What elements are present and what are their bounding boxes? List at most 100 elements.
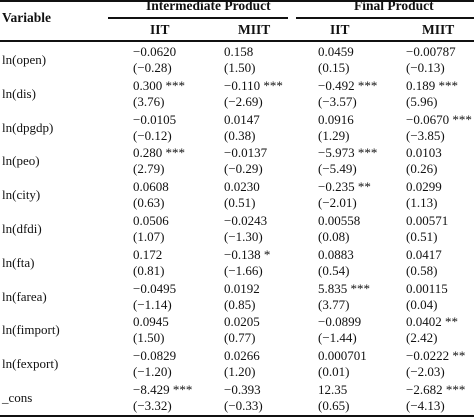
t-stat-cell: (1.50) [133, 330, 165, 346]
t-stat-cell: (−3.57) [318, 93, 357, 109]
t-stat-cell: (1.13) [406, 195, 438, 211]
t-stat-cell: (−3.85) [406, 127, 445, 143]
variable-name: ln(fexport) [2, 356, 59, 372]
variable-name: ln(city) [2, 187, 41, 203]
t-stat-cell: (1.20) [224, 364, 256, 380]
t-stat-cell: (−0.13) [406, 60, 445, 75]
top-rule [0, 0, 474, 2]
variable-name: ln(fta) [2, 254, 35, 270]
group-underline-intermediate [108, 17, 288, 19]
coefficient-cell: 0.0883 [318, 246, 354, 262]
t-stat-cell: (−1.44) [318, 330, 357, 346]
coefficient-cell: 0.0299 [406, 179, 442, 195]
coefficient-cell: 0.280 *** [133, 145, 185, 161]
coefficient-cell: 0.172 [133, 246, 163, 262]
coefficient-cell: −0.0243 [224, 213, 268, 228]
t-stat-cell: (1.50) [224, 60, 256, 75]
t-stat-cell: (1.07) [133, 229, 165, 244]
t-stat-cell: (0.58) [406, 262, 438, 278]
coefficient-cell: −0.0105 [133, 111, 177, 127]
t-stat-cell: (−1.30) [224, 229, 263, 244]
coefficient-cell: 0.189 *** [406, 77, 458, 93]
t-stat-cell: (0.15) [318, 60, 350, 75]
variable-name: ln(fimport) [2, 322, 60, 338]
t-stat-cell: (−2.01) [318, 195, 357, 211]
t-stat-cell: (−0.28) [133, 60, 172, 75]
t-stat-cell: (1.29) [318, 127, 350, 143]
coefficient-cell: −2.682 *** [406, 382, 466, 397]
coefficient-cell: −0.0137 [224, 145, 268, 161]
coefficient-cell: 0.000701 [318, 348, 367, 364]
coefficient-cell: −0.0899 [318, 314, 362, 330]
col-header-miit-1: MIIT [238, 22, 271, 37]
t-stat-cell: (−0.29) [224, 161, 263, 177]
coefficient-cell: −0.0670 *** [406, 111, 472, 127]
t-stat-cell: (−1.66) [224, 262, 263, 278]
coefficient-cell: 0.0402 ** [406, 314, 458, 330]
coefficient-cell: −0.235 ** [318, 179, 371, 195]
coefficient-cell: 0.00571 [406, 213, 449, 228]
coefficient-cell: 12.35 [318, 382, 348, 397]
group-underline-final [296, 17, 474, 19]
t-stat-cell: (0.77) [224, 330, 256, 346]
bottom-rule [0, 415, 474, 417]
col-header-miit-2: MIIT [422, 22, 455, 37]
t-stat-cell: (0.04) [406, 296, 438, 312]
group-header-intermediate: Intermediate Product [146, 0, 271, 13]
t-stat-cell: (−5.49) [318, 161, 357, 177]
col-header-iit-1: IIT [150, 22, 170, 37]
t-stat-cell: (0.51) [406, 229, 438, 244]
variable-name: ln(dis) [2, 85, 36, 101]
coefficient-cell: 0.0945 [133, 314, 169, 330]
coefficient-cell: 0.0192 [224, 280, 260, 296]
t-stat-cell: (0.63) [133, 195, 165, 211]
t-stat-cell: (−0.33) [224, 398, 263, 413]
coefficient-cell: −8.429 *** [133, 382, 193, 397]
t-stat-cell: (−4.13) [406, 398, 445, 413]
coefficient-cell: −0.0620 [133, 44, 177, 59]
coefficient-cell: 0.0916 [318, 111, 354, 127]
variable-name: ln(dpgdp) [2, 119, 54, 135]
t-stat-cell: (3.77) [318, 296, 350, 312]
coefficient-cell: 0.300 *** [133, 77, 185, 93]
coefficient-cell: −0.0495 [133, 280, 177, 296]
coefficient-cell: −0.393 [224, 382, 261, 397]
coefficient-cell: 0.0266 [224, 348, 260, 364]
t-stat-cell: (0.54) [318, 262, 350, 278]
coefficient-cell: −0.492 *** [318, 77, 378, 93]
coefficient-cell: 0.00558 [318, 213, 361, 228]
t-stat-cell: (−0.12) [133, 127, 172, 143]
group-header-final: Final Product [354, 0, 434, 13]
coefficient-cell: −0.110 *** [224, 77, 283, 93]
t-stat-cell: (−3.32) [133, 398, 172, 413]
coefficient-cell: 0.0608 [133, 179, 169, 195]
coefficient-cell: −5.973 *** [318, 145, 378, 161]
t-stat-cell: (−2.03) [406, 364, 445, 380]
coefficient-cell: −0.0222 ** [406, 348, 466, 364]
col-header-iit-2: IIT [330, 22, 350, 37]
t-stat-cell: (0.85) [224, 296, 256, 312]
coefficient-cell: 0.00115 [406, 280, 448, 296]
coefficient-cell: 0.0205 [224, 314, 260, 330]
t-stat-cell: (3.76) [133, 93, 165, 109]
header-rule [0, 40, 474, 42]
coefficient-cell: 0.0417 [406, 246, 442, 262]
t-stat-cell: (5.96) [406, 93, 438, 109]
t-stat-cell: (0.81) [133, 262, 165, 278]
t-stat-cell: (0.08) [318, 229, 350, 244]
coefficient-cell: 0.158 [224, 44, 254, 59]
variable-header: Variable [2, 10, 52, 25]
coefficient-cell: −0.0829 [133, 348, 177, 364]
t-stat-cell: (0.26) [406, 161, 438, 177]
variable-name: ln(farea) [2, 288, 47, 304]
t-stat-cell: (2.79) [133, 161, 165, 177]
t-stat-cell: (0.38) [224, 127, 256, 143]
coefficient-cell: −0.00787 [406, 44, 456, 59]
coefficient-cell: 5.835 *** [318, 280, 370, 296]
coefficient-cell: 0.0147 [224, 111, 260, 127]
t-stat-cell: (0.01) [318, 364, 350, 380]
t-stat-cell: (−1.20) [133, 364, 172, 380]
variable-name: ln(dfdi) [2, 221, 42, 236]
variable-name: _cons [2, 390, 33, 405]
